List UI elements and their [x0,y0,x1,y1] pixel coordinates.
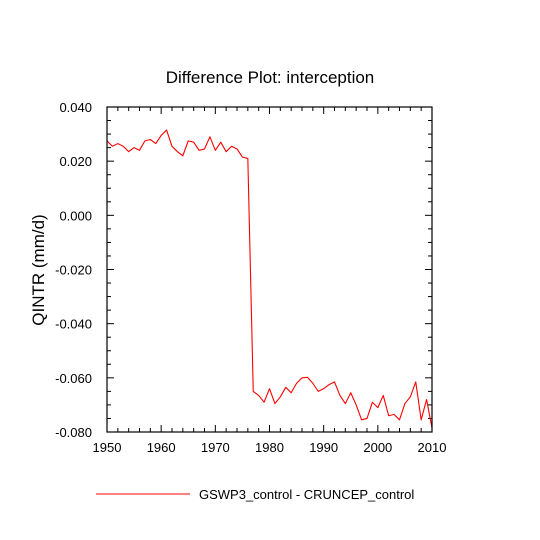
y-tick-label: 0.040 [59,100,92,115]
y-tick-label: -0.040 [55,317,92,332]
plot-marks: 1950 1960 1970 1980 1990 2000 2010 0.040 0.020 0.… [55,100,446,455]
y-tick-label: 0.000 [59,208,92,223]
x-tick-label: 1970 [201,440,230,455]
y-tick-label: -0.020 [55,263,92,278]
x-tick-label: 1960 [147,440,176,455]
x-tick-label: 2010 [418,440,447,455]
legend-label: GSWP3_control - CRUNCEP_control [199,487,414,502]
x-tick-label: 1990 [309,440,338,455]
x-tick-label: 1950 [93,440,122,455]
y-tick-label: -0.060 [55,371,92,386]
y-axis-label: QINTR (mm/d) [29,214,48,325]
x-tick-label: 2000 [363,440,392,455]
chart-title: Difference Plot: interception [166,68,375,87]
y-tick-label: -0.080 [55,425,92,440]
x-tick-label: 1980 [255,440,284,455]
legend: GSWP3_control - CRUNCEP_control [96,487,414,502]
series-line [106,129,433,429]
y-tick-label: 0.020 [59,154,92,169]
plot-frame [106,106,433,433]
